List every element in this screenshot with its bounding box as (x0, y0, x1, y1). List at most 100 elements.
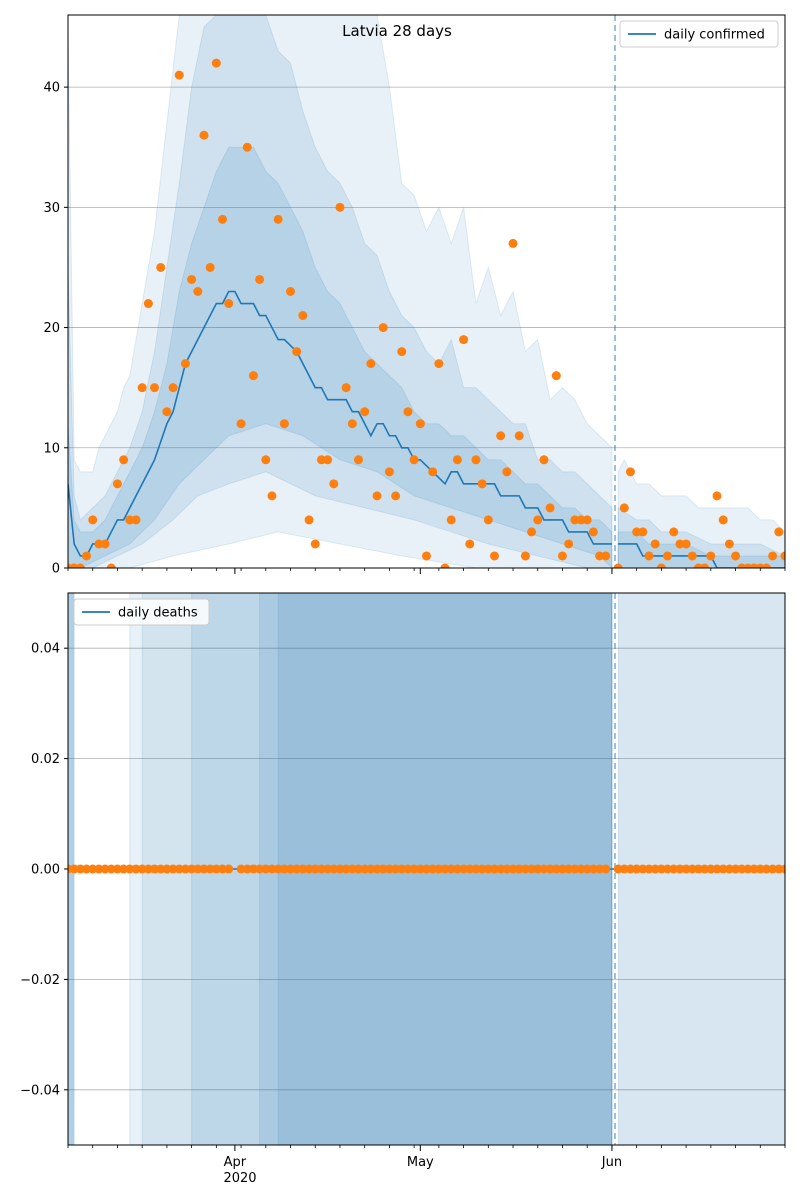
data-point (143, 299, 153, 309)
x-tick-label: May (407, 1155, 434, 1170)
y-tick-label: 0 (52, 562, 60, 577)
data-point (446, 515, 456, 525)
data-point (125, 515, 135, 525)
data-point (502, 467, 512, 477)
data-point (687, 551, 697, 561)
data-point (471, 455, 481, 465)
data-point (545, 503, 555, 513)
data-point (718, 515, 728, 525)
data-point (533, 515, 543, 525)
data-point (780, 864, 785, 874)
data-point (527, 864, 537, 874)
data-point (706, 864, 716, 874)
data-point (644, 551, 654, 561)
data-point (224, 864, 234, 874)
data-point (397, 864, 407, 874)
data-point (193, 287, 203, 296)
data-point (514, 864, 524, 874)
data-point (366, 864, 376, 874)
data-point (496, 864, 506, 874)
data-point (205, 262, 215, 272)
data-point (570, 864, 580, 874)
data-point (446, 864, 456, 874)
confidence-band (68, 15, 613, 568)
data-point (415, 864, 425, 874)
data-point (539, 455, 549, 465)
data-point (601, 864, 611, 874)
data-point (94, 539, 104, 549)
x-tick-label: Apr (224, 1155, 247, 1170)
data-point (576, 515, 586, 525)
data-point (168, 383, 178, 393)
data-point (316, 455, 326, 465)
data-point (150, 864, 160, 874)
data-point (403, 407, 413, 417)
data-point (582, 864, 592, 874)
data-point (601, 551, 611, 561)
data-point (248, 864, 258, 874)
data-point (261, 864, 271, 874)
data-point (409, 864, 419, 874)
data-point (724, 539, 734, 549)
data-point (255, 864, 265, 874)
data-point (199, 130, 209, 140)
data-point (218, 214, 228, 224)
data-point (768, 551, 778, 561)
data-point (477, 479, 487, 489)
data-point (527, 527, 537, 537)
data-point (613, 563, 623, 568)
data-point (143, 864, 153, 874)
legend-box (73, 598, 210, 626)
y-tick-label: 40 (43, 81, 60, 96)
data-point (286, 864, 296, 874)
data-point (650, 864, 660, 874)
y-tick-label: 30 (43, 201, 60, 216)
x-tick-label: Jun (601, 1155, 622, 1170)
data-point (638, 864, 648, 874)
data-point (341, 383, 351, 393)
data-point (749, 864, 759, 874)
data-point (360, 864, 370, 874)
data-point (471, 864, 481, 874)
data-point (372, 864, 382, 874)
data-point (663, 551, 673, 561)
chart-title: Latvia 28 days (342, 22, 452, 40)
data-point (595, 864, 605, 874)
confidence-band (617, 458, 785, 568)
data-point (477, 864, 487, 874)
deaths-panel: −0.04 −0.02 0.00 0.02 0.04 Apr May Jun daily dea… (20, 592, 786, 1170)
plot-area (68, 15, 785, 568)
data-point (82, 864, 92, 874)
data-point (298, 864, 308, 874)
data-point (508, 864, 518, 874)
data-point (69, 864, 79, 874)
data-point (112, 479, 122, 489)
data-point (310, 864, 320, 874)
data-point (712, 864, 722, 874)
data-point (489, 864, 499, 874)
data-point (329, 479, 339, 489)
data-point (632, 864, 642, 874)
data-point (700, 864, 710, 874)
data-point (174, 864, 184, 874)
x-year-label: 2020 (223, 1171, 256, 1186)
data-point (273, 214, 283, 224)
data-point (119, 864, 129, 874)
data-point (100, 539, 110, 549)
data-point (100, 864, 110, 874)
data-point (347, 864, 357, 874)
data-point (465, 864, 475, 874)
data-point (428, 864, 438, 874)
data-point (304, 864, 314, 874)
data-point (619, 503, 629, 513)
data-point (570, 515, 580, 525)
data-point (156, 262, 166, 272)
data-point (131, 515, 141, 525)
data-point (180, 359, 190, 369)
data-point (656, 563, 666, 568)
data-point (483, 864, 493, 874)
data-point (502, 864, 512, 874)
data-point (372, 491, 382, 501)
data-point (428, 467, 438, 477)
